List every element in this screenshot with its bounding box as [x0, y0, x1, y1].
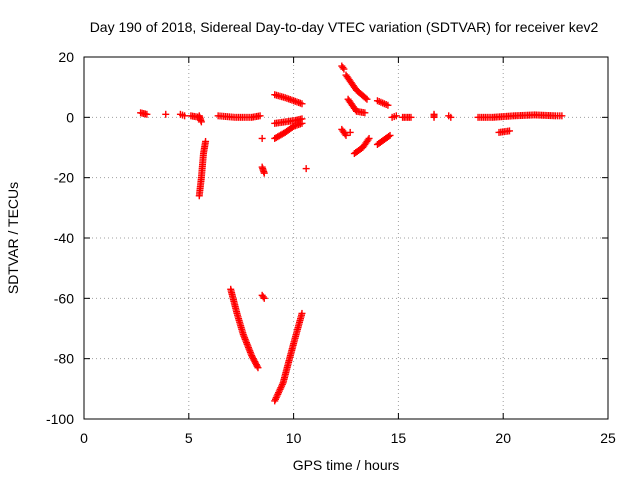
data-point [341, 130, 349, 138]
chart-title: Day 190 of 2018, Sidereal Day-to-day VTE… [90, 19, 599, 35]
data-point [362, 94, 370, 102]
data-point [181, 112, 189, 120]
data-point [361, 109, 369, 117]
data-points [137, 62, 566, 405]
x-tick-label: 15 [391, 430, 407, 446]
y-tick-label: -80 [54, 351, 74, 367]
data-point [392, 112, 400, 120]
y-tick-label: -100 [46, 411, 74, 427]
data-point [558, 112, 566, 120]
data-point [162, 110, 170, 118]
x-tick-label: 20 [495, 430, 511, 446]
data-point [302, 165, 310, 173]
data-point [258, 134, 266, 142]
plot-frame [83, 56, 609, 420]
data-point [253, 362, 261, 370]
data-point [363, 95, 371, 103]
data-point [384, 101, 392, 109]
data-point [447, 113, 455, 121]
grid-lines [84, 57, 608, 419]
y-tick-label: -20 [54, 170, 74, 186]
data-point [254, 364, 262, 372]
y-axis-label: SDTVAR / TECUs [5, 182, 21, 294]
data-point [385, 132, 393, 140]
data-point [298, 100, 306, 108]
data-point [202, 137, 210, 145]
data-point [259, 293, 267, 301]
x-axis-label: GPS time / hours [293, 457, 400, 473]
data-point [386, 131, 394, 139]
data-point [365, 134, 373, 142]
data-point [346, 128, 354, 136]
x-tick-label: 25 [600, 430, 616, 446]
y-tick-label: -60 [54, 290, 74, 306]
axis-ticks: 0 5 10 15 20 25 -100 -80 -60 -40 -20 0 20 [46, 49, 616, 446]
data-point [342, 131, 350, 139]
x-tick-label: 0 [80, 430, 88, 446]
x-tick-label: 10 [286, 430, 302, 446]
data-point [340, 65, 348, 73]
data-point [260, 169, 268, 177]
data-point [288, 123, 296, 131]
y-tick-label: 20 [58, 49, 74, 65]
data-point [298, 119, 306, 127]
data-point [197, 118, 205, 126]
data-point [298, 309, 306, 317]
data-point [430, 113, 438, 121]
data-point [256, 112, 264, 120]
x-tick-label: 5 [185, 430, 193, 446]
y-tick-label: 0 [66, 109, 74, 125]
data-point [143, 110, 151, 118]
data-point [364, 136, 372, 144]
data-point [505, 127, 513, 135]
data-point [339, 64, 347, 72]
y-tick-label: -40 [54, 230, 74, 246]
data-point [407, 113, 415, 121]
data-point [260, 294, 268, 302]
